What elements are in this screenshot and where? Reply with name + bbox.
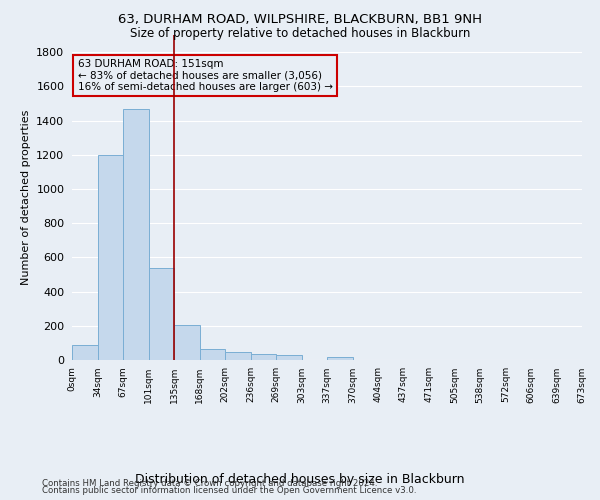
Bar xyxy=(174,325,199,360)
Bar xyxy=(199,349,225,360)
Bar xyxy=(251,354,276,360)
Text: Contains public sector information licensed under the Open Government Licence v3: Contains public sector information licen… xyxy=(42,486,416,495)
Bar xyxy=(225,352,251,360)
Bar xyxy=(123,108,149,360)
Bar xyxy=(72,344,97,360)
Text: 63, DURHAM ROAD, WILPSHIRE, BLACKBURN, BB1 9NH: 63, DURHAM ROAD, WILPSHIRE, BLACKBURN, B… xyxy=(118,12,482,26)
Text: 63 DURHAM ROAD: 151sqm
← 83% of detached houses are smaller (3,056)
16% of semi-: 63 DURHAM ROAD: 151sqm ← 83% of detached… xyxy=(77,59,332,92)
Y-axis label: Number of detached properties: Number of detached properties xyxy=(20,110,31,285)
Bar xyxy=(97,154,123,360)
Bar xyxy=(276,355,302,360)
Bar xyxy=(149,268,174,360)
Bar xyxy=(327,358,353,360)
Text: Distribution of detached houses by size in Blackburn: Distribution of detached houses by size … xyxy=(135,472,465,486)
Text: Size of property relative to detached houses in Blackburn: Size of property relative to detached ho… xyxy=(130,28,470,40)
Text: Contains HM Land Registry data © Crown copyright and database right 2024.: Contains HM Land Registry data © Crown c… xyxy=(42,478,377,488)
